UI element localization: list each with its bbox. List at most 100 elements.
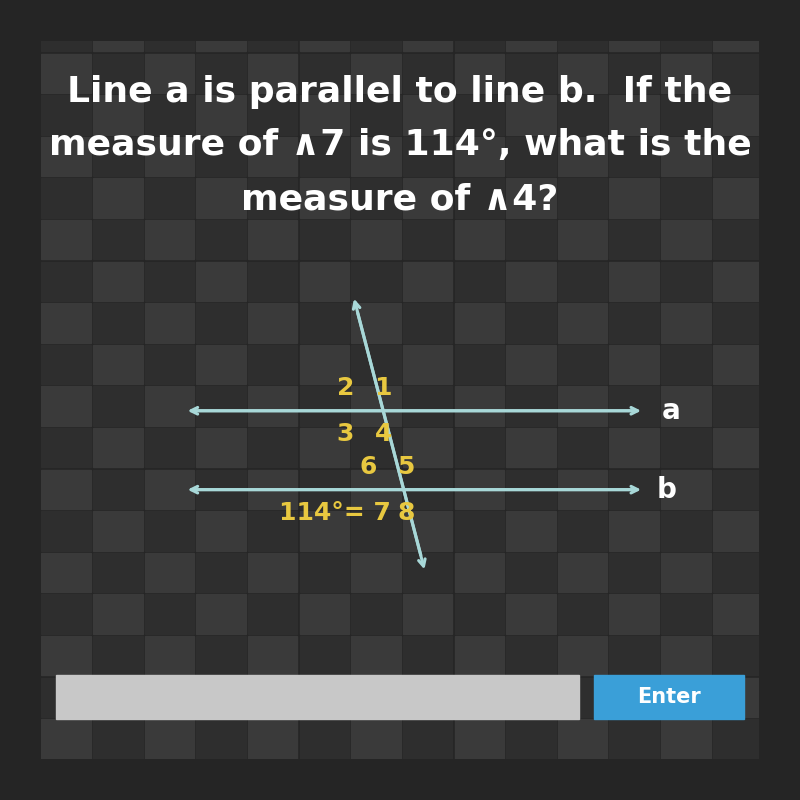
Bar [93,54,142,93]
Bar [42,678,91,717]
Bar [403,0,452,10]
Bar [196,428,246,467]
Bar [93,220,142,259]
Bar [594,674,744,719]
Bar [610,678,659,717]
Bar [713,220,762,259]
Bar [506,345,556,384]
Bar [764,54,800,93]
Bar [558,428,607,467]
Bar [558,54,607,93]
Bar [248,220,298,259]
Bar [764,95,800,134]
Text: 8: 8 [398,501,415,525]
Bar [558,303,607,342]
Bar [403,220,452,259]
Bar [558,511,607,550]
Bar [661,345,710,384]
Bar [764,470,800,509]
Bar [713,137,762,176]
Bar [454,428,504,467]
Bar [248,386,298,426]
Bar [403,428,452,467]
Bar [454,553,504,592]
Bar [42,594,91,634]
Bar [299,95,349,134]
Bar [299,220,349,259]
Bar [248,594,298,634]
Bar [42,636,91,675]
Bar [764,386,800,426]
Bar [403,386,452,426]
Bar [558,137,607,176]
Bar [93,719,142,758]
Bar [661,178,710,218]
Text: 1: 1 [374,376,392,400]
Bar [145,178,194,218]
Bar [299,262,349,301]
Bar [506,719,556,758]
Bar [351,12,401,51]
Bar [403,12,452,51]
Bar [351,678,401,717]
Bar [454,137,504,176]
Bar [42,303,91,342]
Bar [299,0,349,10]
Bar [299,636,349,675]
Bar [196,12,246,51]
Bar [145,54,194,93]
Bar [403,553,452,592]
Bar [713,303,762,342]
Bar [248,54,298,93]
Bar [713,511,762,550]
Bar [764,220,800,259]
Bar [145,553,194,592]
Bar [196,178,246,218]
Bar [610,553,659,592]
Bar [764,428,800,467]
Bar [145,594,194,634]
Bar [403,54,452,93]
Bar [506,178,556,218]
Bar [661,678,710,717]
Bar [713,0,762,10]
Bar [299,386,349,426]
Bar [351,95,401,134]
Text: Line a is parallel to line b.  If the: Line a is parallel to line b. If the [67,74,733,109]
Bar [764,678,800,717]
Bar [506,0,556,10]
Bar [145,470,194,509]
Bar [196,594,246,634]
Bar [351,636,401,675]
Bar [610,386,659,426]
Bar [454,678,504,717]
Bar [661,262,710,301]
Bar [661,428,710,467]
Bar [351,178,401,218]
Bar [454,594,504,634]
Bar [454,511,504,550]
Bar [42,428,91,467]
Bar [248,678,298,717]
Bar [764,553,800,592]
Bar [558,0,607,10]
Bar [93,345,142,384]
Bar [610,511,659,550]
Bar [351,345,401,384]
Bar [454,0,504,10]
Bar [713,553,762,592]
Bar [248,428,298,467]
Bar [42,511,91,550]
Bar [506,511,556,550]
Bar [351,0,401,10]
Bar [713,428,762,467]
Bar [506,220,556,259]
Bar [93,678,142,717]
Bar [93,594,142,634]
Bar [661,0,710,10]
Bar [764,345,800,384]
Text: Enter: Enter [637,687,701,707]
Bar [42,178,91,218]
Bar [42,553,91,592]
Bar [145,220,194,259]
